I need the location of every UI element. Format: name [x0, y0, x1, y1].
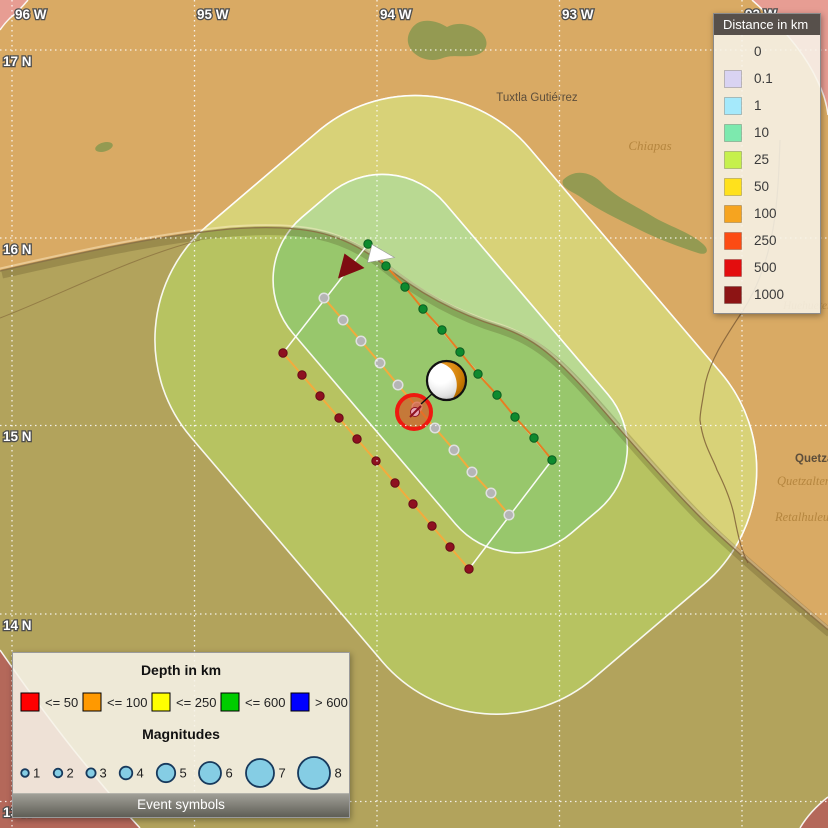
- depth-legend-panel: Depth in km <= 50 <= 100 <= 250 <= 600 >…: [12, 652, 350, 818]
- trench-line: [0, 239, 201, 319]
- svg-text:95 W: 95 W: [197, 7, 229, 22]
- svg-text:8: 8: [335, 766, 342, 781]
- region-label-chiapas: Chiapas: [628, 138, 671, 153]
- distance-legend-row: 0: [714, 38, 820, 65]
- distance-legend-panel: Distance in km 0 0.1 1 10 25 50 100: [713, 13, 821, 314]
- distance-legend-row: 10: [714, 119, 820, 146]
- magnitude-scale: 1 2 3 4 5 6 7 8: [20, 756, 342, 790]
- svg-text:2: 2: [67, 766, 74, 781]
- region-label-quetzaltenango: Quetzaltenango: [777, 474, 828, 488]
- depth-legend-title: Depth in km: [140, 662, 222, 678]
- distance-legend-rows: 0 0.1 1 10 25 50 100 250: [714, 35, 820, 313]
- rupture-dots-green[interactable]: [363, 239, 557, 465]
- depth-swatch: [290, 692, 310, 712]
- svg-text:15 N: 15 N: [3, 429, 32, 444]
- depth-swatch: [20, 692, 40, 712]
- lakes: [95, 20, 707, 254]
- depth-item: <= 600: [220, 692, 286, 712]
- distance-legend-row: 100: [714, 200, 820, 227]
- depth-swatch: [220, 692, 240, 712]
- distance-legend-row: 25: [714, 146, 820, 173]
- slip-cone-darkred[interactable]: [338, 253, 365, 279]
- depth-item: <= 100: [82, 692, 148, 712]
- depth-item: <= 250: [151, 692, 217, 712]
- slip-cone-white[interactable]: [367, 244, 396, 263]
- rupture-dots-darkred[interactable]: [278, 348, 474, 574]
- distance-swatch: [724, 96, 742, 115]
- svg-text:5: 5: [180, 766, 187, 781]
- svg-text:96 W: 96 W: [15, 7, 47, 22]
- distance-swatch: [724, 150, 742, 169]
- svg-text:6: 6: [226, 766, 233, 781]
- distance-legend-row: 1: [714, 92, 820, 119]
- magnitudes-title: Magnitudes: [142, 726, 220, 742]
- distance-legend-row: 250: [714, 227, 820, 254]
- distance-legend-row: 50: [714, 173, 820, 200]
- depth-item: > 600: [290, 692, 348, 712]
- distance-legend-row: 1000: [714, 281, 820, 308]
- distance-legend-row: 500: [714, 254, 820, 281]
- distance-swatch: [724, 123, 742, 142]
- svg-text:7: 7: [279, 766, 286, 781]
- distance-swatch: [724, 258, 742, 277]
- svg-text:17 N: 17 N: [3, 54, 32, 69]
- svg-text:3: 3: [100, 766, 107, 781]
- svg-text:1: 1: [33, 766, 40, 781]
- event-symbols-toggle[interactable]: Event symbols: [13, 793, 349, 817]
- depth-swatch: [151, 692, 171, 712]
- distance-swatch-0: [724, 43, 742, 61]
- focal-mechanism-beachball[interactable]: [425, 359, 468, 402]
- city-label-tuxtla: Tuxtla Gutiérrez: [496, 92, 578, 104]
- city-label-quetzaltenango: Quetzaltenango: [795, 453, 828, 465]
- distance-swatch: [724, 204, 742, 223]
- depth-item: <= 50: [20, 692, 78, 712]
- region-label-retalhuleu: Retalhuleu: [774, 510, 828, 524]
- svg-text:14 N: 14 N: [3, 618, 32, 633]
- distance-swatch: [724, 231, 742, 250]
- svg-text:94 W: 94 W: [380, 7, 412, 22]
- svg-text:4: 4: [137, 766, 144, 781]
- distance-swatch: [724, 285, 742, 304]
- distance-swatch: [724, 69, 742, 88]
- svg-text:93 W: 93 W: [562, 7, 594, 22]
- epicenter-marker[interactable]: [395, 389, 437, 431]
- distance-legend-header: Distance in km: [714, 14, 820, 35]
- distance-legend-row: 0.1: [714, 65, 820, 92]
- distance-swatch: [724, 177, 742, 196]
- coastline: [0, 224, 828, 637]
- svg-text:16 N: 16 N: [3, 242, 32, 257]
- depth-swatch: [82, 692, 102, 712]
